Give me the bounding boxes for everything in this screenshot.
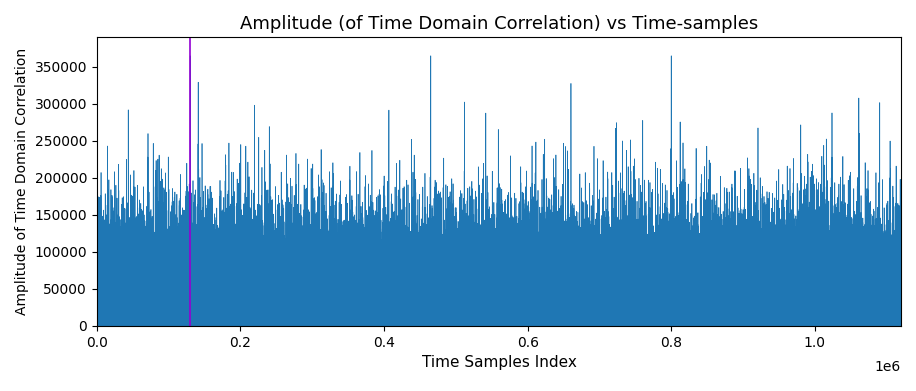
Y-axis label: Amplitude of Time Domain Correlation: Amplitude of Time Domain Correlation: [15, 48, 29, 315]
X-axis label: Time Samples Index: Time Samples Index: [421, 355, 576, 370]
Text: 1e6: 1e6: [875, 361, 901, 375]
Title: Amplitude (of Time Domain Correlation) vs Time-samples: Amplitude (of Time Domain Correlation) v…: [240, 15, 758, 33]
